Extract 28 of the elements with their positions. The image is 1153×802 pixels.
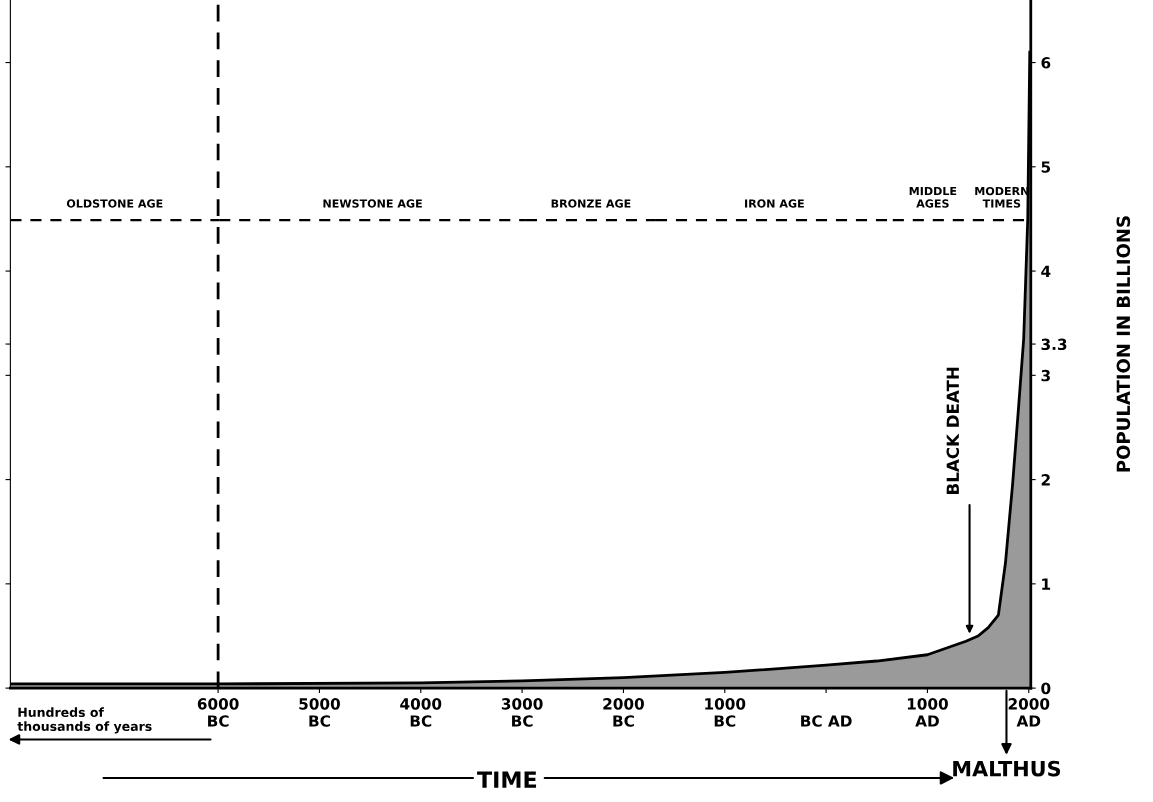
y-tick-label: 2 (1041, 474, 1050, 486)
y-tick-label: 3.3 (1041, 338, 1067, 351)
annotation: MODERN TIMES (975, 186, 1029, 208)
x-tick-label: 1000 AD (907, 698, 948, 727)
x-tick-label: 6000 BC (197, 698, 239, 727)
text: TIME (477, 771, 537, 788)
x-tick-label: 1000 BC (705, 698, 746, 727)
x-tick-label: 2000 AD (1008, 698, 1050, 727)
y-tick-label: 0 (1041, 682, 1051, 695)
y-tick-label: 5 (1041, 161, 1051, 173)
x-tick-label: 4000 BC (400, 698, 442, 727)
x-tick-label: 5000 BC (299, 698, 340, 727)
y-axis-title: POPULATION IN BILLIONS (1116, 216, 1131, 472)
annotation: MIDDLE AGES (909, 187, 957, 208)
x-tick-label: 2000 BC (603, 698, 644, 727)
y-tick-label: 3 (1041, 369, 1050, 382)
x-tick-label: BC AD (801, 715, 852, 727)
annotation: BRONZE AGE (551, 199, 631, 208)
y-tick-label: 6 (1041, 57, 1051, 69)
text: Hundreds of thousands of years (17, 707, 152, 734)
annotation: BLACK DEATH (946, 367, 960, 494)
annotation: NEWSTONE AGE (323, 199, 422, 208)
annotation: OLDSTONE AGE (66, 199, 163, 208)
y-tick-label: 4 (1041, 265, 1051, 277)
annotation: IRON AGE (745, 199, 804, 208)
y-tick-label: 1 (1042, 578, 1051, 590)
x-tick-label: 3000 BC (501, 698, 543, 727)
annotation: MALTHUS (953, 760, 1061, 777)
